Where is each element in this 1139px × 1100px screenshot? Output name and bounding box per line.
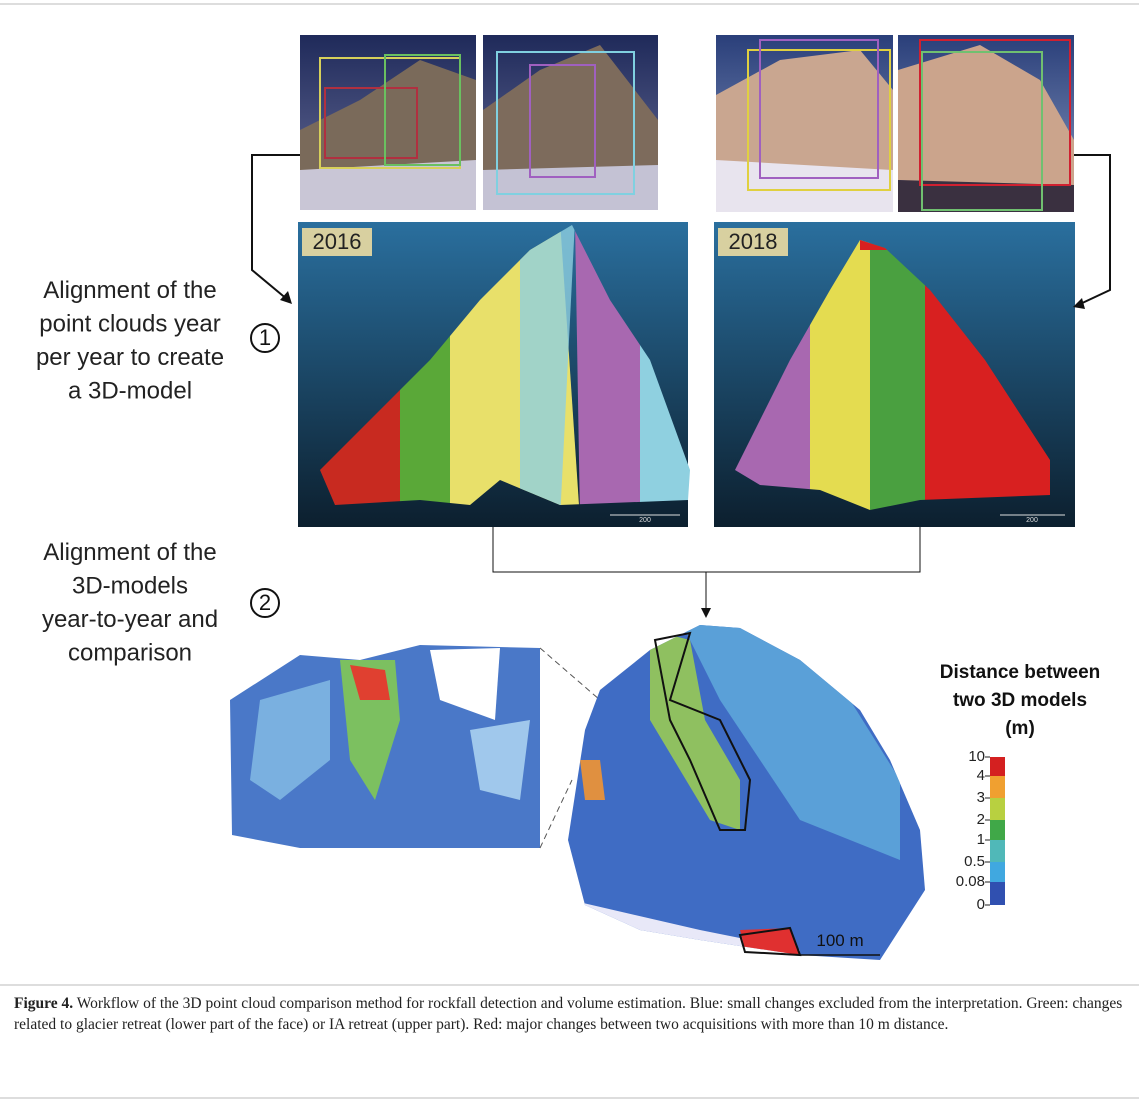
legend-tick-label: 1 [977, 831, 985, 848]
step-text: point clouds year [39, 311, 220, 338]
step-text: per year to create [36, 344, 224, 371]
colorbar [990, 757, 1005, 905]
connectors [251, 154, 1111, 610]
zoom-map [230, 645, 601, 849]
year-box [302, 228, 372, 256]
scale-bar-label: 100 m [816, 931, 863, 950]
arrowhead [280, 291, 292, 304]
step-text: comparison [68, 640, 192, 667]
legend-tick-label: 4 [977, 767, 985, 784]
legend-tick-label: 0.08 [956, 873, 985, 890]
step-number: 2 [259, 590, 271, 615]
photos [300, 35, 1074, 212]
legend-tick-label: 2 [977, 811, 985, 828]
legend-title: Distance between [940, 662, 1101, 683]
outline [653, 631, 752, 831]
step-text: year-to-year and [42, 606, 218, 633]
legend-tick-label: 0.5 [964, 853, 985, 870]
cloud-2016 [320, 225, 690, 505]
step-text: Alignment of the [43, 277, 216, 304]
arrowhead [1073, 298, 1085, 309]
legend-title: (m) [1005, 718, 1035, 739]
year-label: 2016 [313, 229, 362, 254]
legend-tick-label: 10 [968, 748, 985, 765]
step-circle [250, 588, 280, 618]
step-number: 1 [259, 325, 271, 350]
caption-label: Figure 4. [14, 995, 74, 1012]
comparison-map [568, 625, 925, 960]
caption: Figure 4. Workflow of the 3D point cloud… [14, 993, 1124, 1035]
legend-tick-label: 0 [977, 896, 985, 913]
scale-label: 200 [639, 517, 651, 524]
step-text: a 3D-model [68, 378, 192, 405]
step-text: 3D-models [72, 573, 188, 600]
arrowhead [701, 608, 711, 618]
year-box [718, 228, 788, 256]
legend-title: two 3D models [953, 690, 1087, 711]
step-text: Alignment of the [43, 539, 216, 566]
legend-tick-label: 3 [977, 789, 985, 806]
year-label: 2018 [729, 229, 778, 254]
step-circle [250, 323, 280, 353]
scale-label: 200 [1026, 517, 1038, 524]
caption-text: Workflow of the 3D point cloud compariso… [14, 995, 1123, 1033]
